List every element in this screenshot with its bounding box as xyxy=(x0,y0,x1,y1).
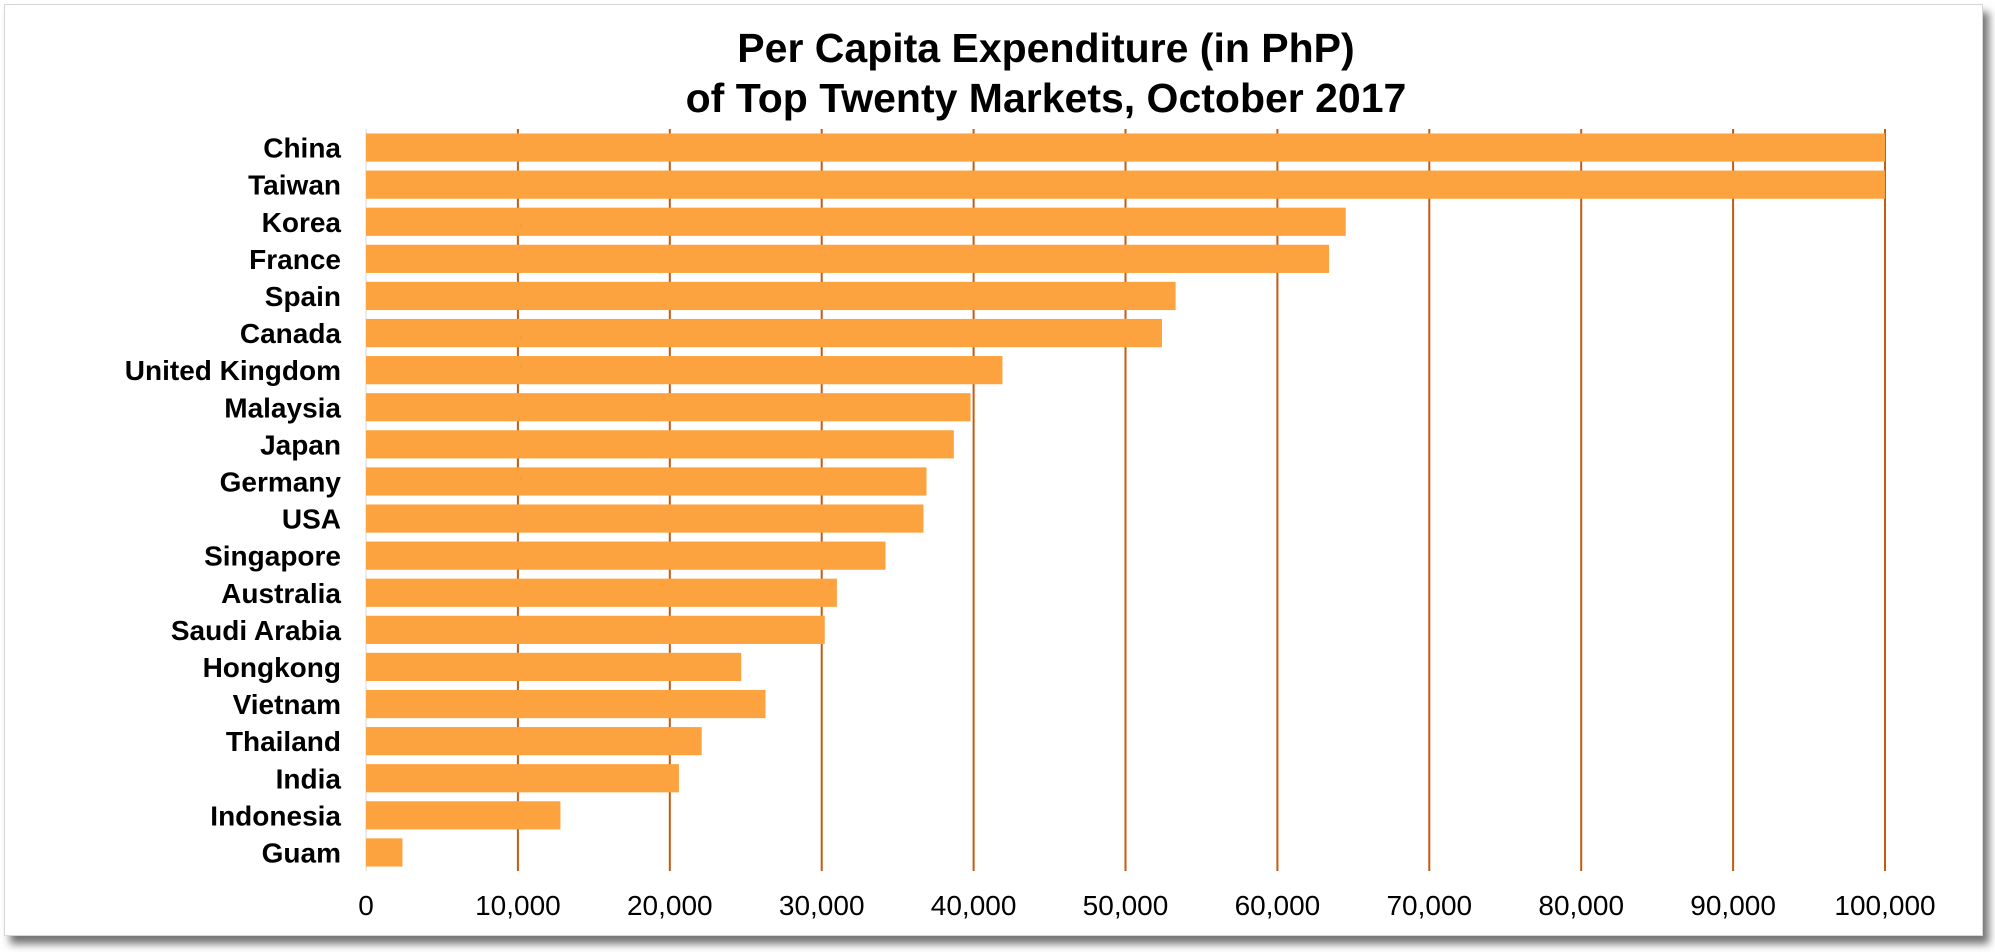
category-label: Korea xyxy=(262,207,342,238)
bar xyxy=(366,615,825,644)
x-axis-tick-labels: 0 10,000 20,000 30,000 40,000 50,000 60,000 70,… xyxy=(358,890,1935,921)
x-tick-label: 20,000 xyxy=(627,890,713,921)
x-tick-label: 100,000 xyxy=(1834,890,1935,921)
x-tick-label: 10,000 xyxy=(475,890,561,921)
bars xyxy=(366,133,1885,867)
bar xyxy=(366,281,1176,311)
category-label: Taiwan xyxy=(248,170,341,201)
category-label: Spain xyxy=(265,281,341,312)
bar xyxy=(366,689,766,719)
category-label: Australia xyxy=(221,578,341,609)
bar xyxy=(366,541,886,570)
bar xyxy=(366,133,1885,162)
bar xyxy=(366,801,561,830)
category-label: Malaysia xyxy=(224,392,341,423)
bar xyxy=(366,207,1346,236)
category-labels: China Taiwan Korea France Spain Canada United … xyxy=(125,133,342,869)
bar xyxy=(366,244,1330,273)
chart-title: Per Capita Expenditure (in PhP) xyxy=(737,25,1354,71)
bar xyxy=(366,727,702,756)
bar xyxy=(366,504,924,533)
category-label: Saudi Arabia xyxy=(171,615,342,646)
bar xyxy=(366,652,742,682)
category-label: Hongkong xyxy=(203,652,341,683)
x-tick-label: 80,000 xyxy=(1538,890,1624,921)
category-label: France xyxy=(249,244,341,275)
gridlines xyxy=(365,129,1886,871)
category-label: United Kingdom xyxy=(125,355,341,386)
category-label: Guam xyxy=(262,837,341,868)
bar xyxy=(366,430,954,459)
bar xyxy=(366,170,1885,199)
category-label: India xyxy=(276,763,342,794)
category-label: Vietnam xyxy=(233,689,341,720)
bar xyxy=(366,356,1003,385)
category-label: Canada xyxy=(240,318,342,349)
x-tick-label: 60,000 xyxy=(1235,890,1321,921)
x-tick-label: 90,000 xyxy=(1690,890,1776,921)
chart-subtitle: of Top Twenty Markets, October 2017 xyxy=(686,75,1407,121)
category-label: Germany xyxy=(220,466,342,497)
category-label: Thailand xyxy=(226,726,341,757)
bar xyxy=(366,838,403,867)
x-tick-label: 0 xyxy=(358,890,374,921)
category-label: USA xyxy=(282,504,341,535)
x-tick-label: 40,000 xyxy=(931,890,1017,921)
bar xyxy=(366,318,1162,348)
x-tick-label: 70,000 xyxy=(1386,890,1472,921)
category-label: China xyxy=(263,133,341,164)
category-label: Singapore xyxy=(204,541,341,572)
x-tick-label: 50,000 xyxy=(1083,890,1169,921)
bar xyxy=(366,393,971,422)
category-label: Japan xyxy=(260,429,341,460)
chart-frame: Per Capita Expenditure (in PhP) of Top T… xyxy=(4,4,1983,936)
bar xyxy=(366,578,837,607)
bar xyxy=(366,467,927,496)
bar-chart: Per Capita Expenditure (in PhP) of Top T… xyxy=(125,25,1936,921)
category-label: Indonesia xyxy=(210,800,341,831)
bar xyxy=(366,764,679,793)
x-tick-label: 30,000 xyxy=(779,890,865,921)
